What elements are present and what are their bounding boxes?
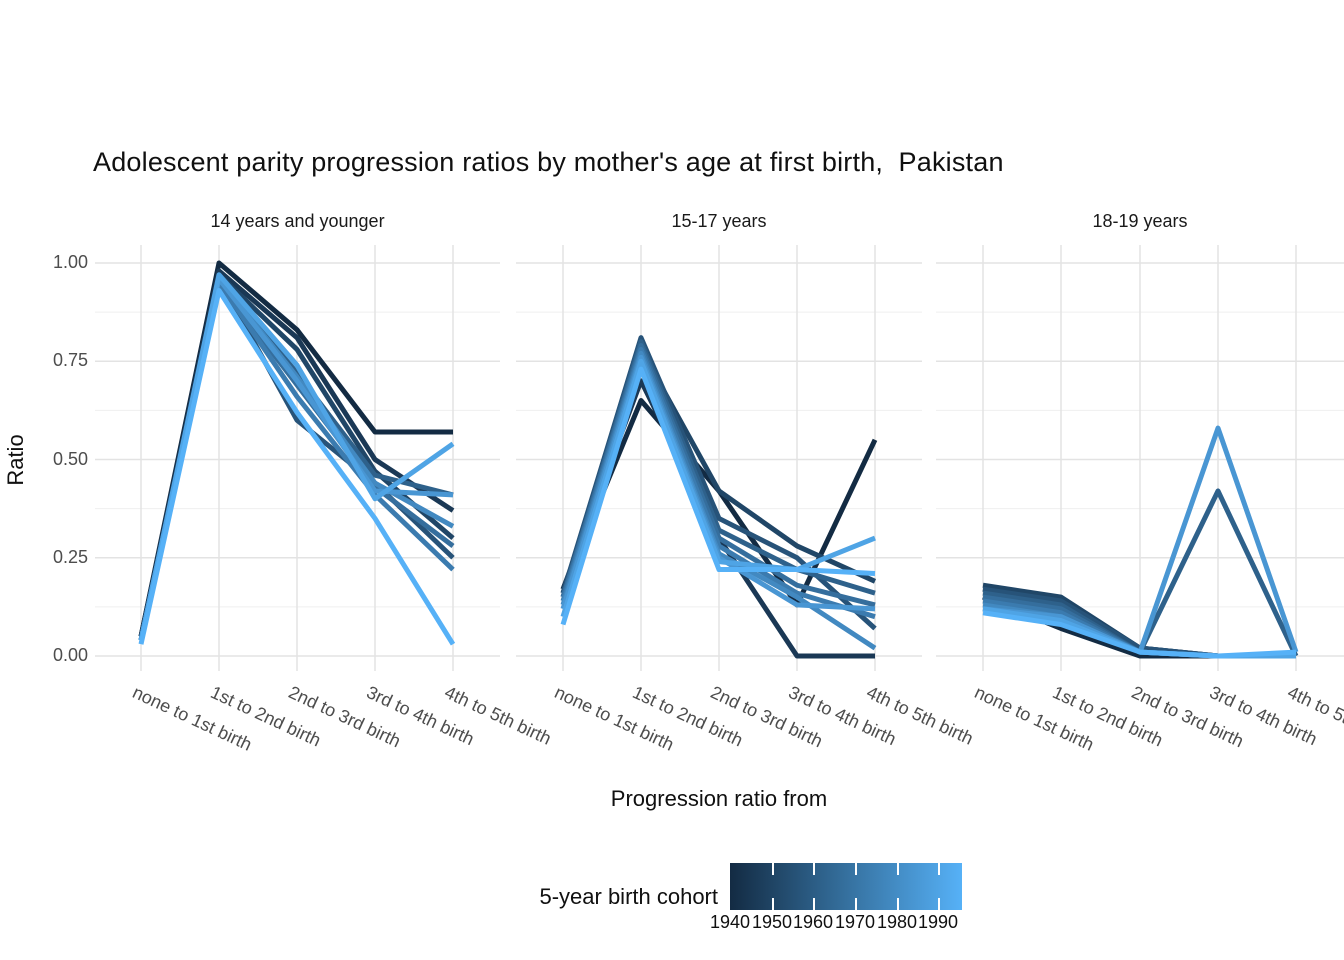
legend-tick-label: 1970 <box>834 912 876 932</box>
series-line-1990 <box>982 610 1297 659</box>
legend-tick-label: 1980 <box>876 912 918 932</box>
legend-tick <box>897 863 899 875</box>
legend-tick <box>813 898 815 910</box>
y-tick-label: 1.00 <box>52 252 88 272</box>
series-line-1990 <box>560 366 876 626</box>
y-tick-label: 0.00 <box>52 645 88 665</box>
legend-tick <box>813 863 815 875</box>
facet-label: 14 years and younger <box>210 211 385 231</box>
y-tick-label: 0.50 <box>52 448 88 469</box>
facet-label: 15-17 years <box>671 211 767 231</box>
series-line-1990 <box>138 288 456 646</box>
legend-tick <box>938 898 940 910</box>
legend-tick-label: 1950 <box>751 912 793 932</box>
y-axis-title: Ratio <box>3 434 28 486</box>
legend-tick-label: 1960 <box>792 912 834 932</box>
legend-tick <box>772 898 774 910</box>
x-axis-title: Progression ratio from <box>610 786 828 811</box>
facet-label: 18-19 years <box>1092 211 1188 231</box>
legend-title: 5-year birth cohort <box>539 884 718 909</box>
series-line-1985 <box>138 272 455 641</box>
legend-colorbar <box>730 863 962 910</box>
y-tick-label: 0.75 <box>52 350 88 371</box>
legend-tick <box>855 898 857 910</box>
legend-tick <box>897 898 899 910</box>
legend-tick <box>938 863 940 875</box>
chart-title: Adolescent parity progression ratios by … <box>93 147 1004 177</box>
legend-tick <box>855 863 857 875</box>
legend-tick <box>772 863 774 875</box>
legend-tick-label: 1990 <box>917 912 959 932</box>
legend-tick-label: 1940 <box>709 912 751 932</box>
y-tick-label: 0.25 <box>52 546 88 567</box>
